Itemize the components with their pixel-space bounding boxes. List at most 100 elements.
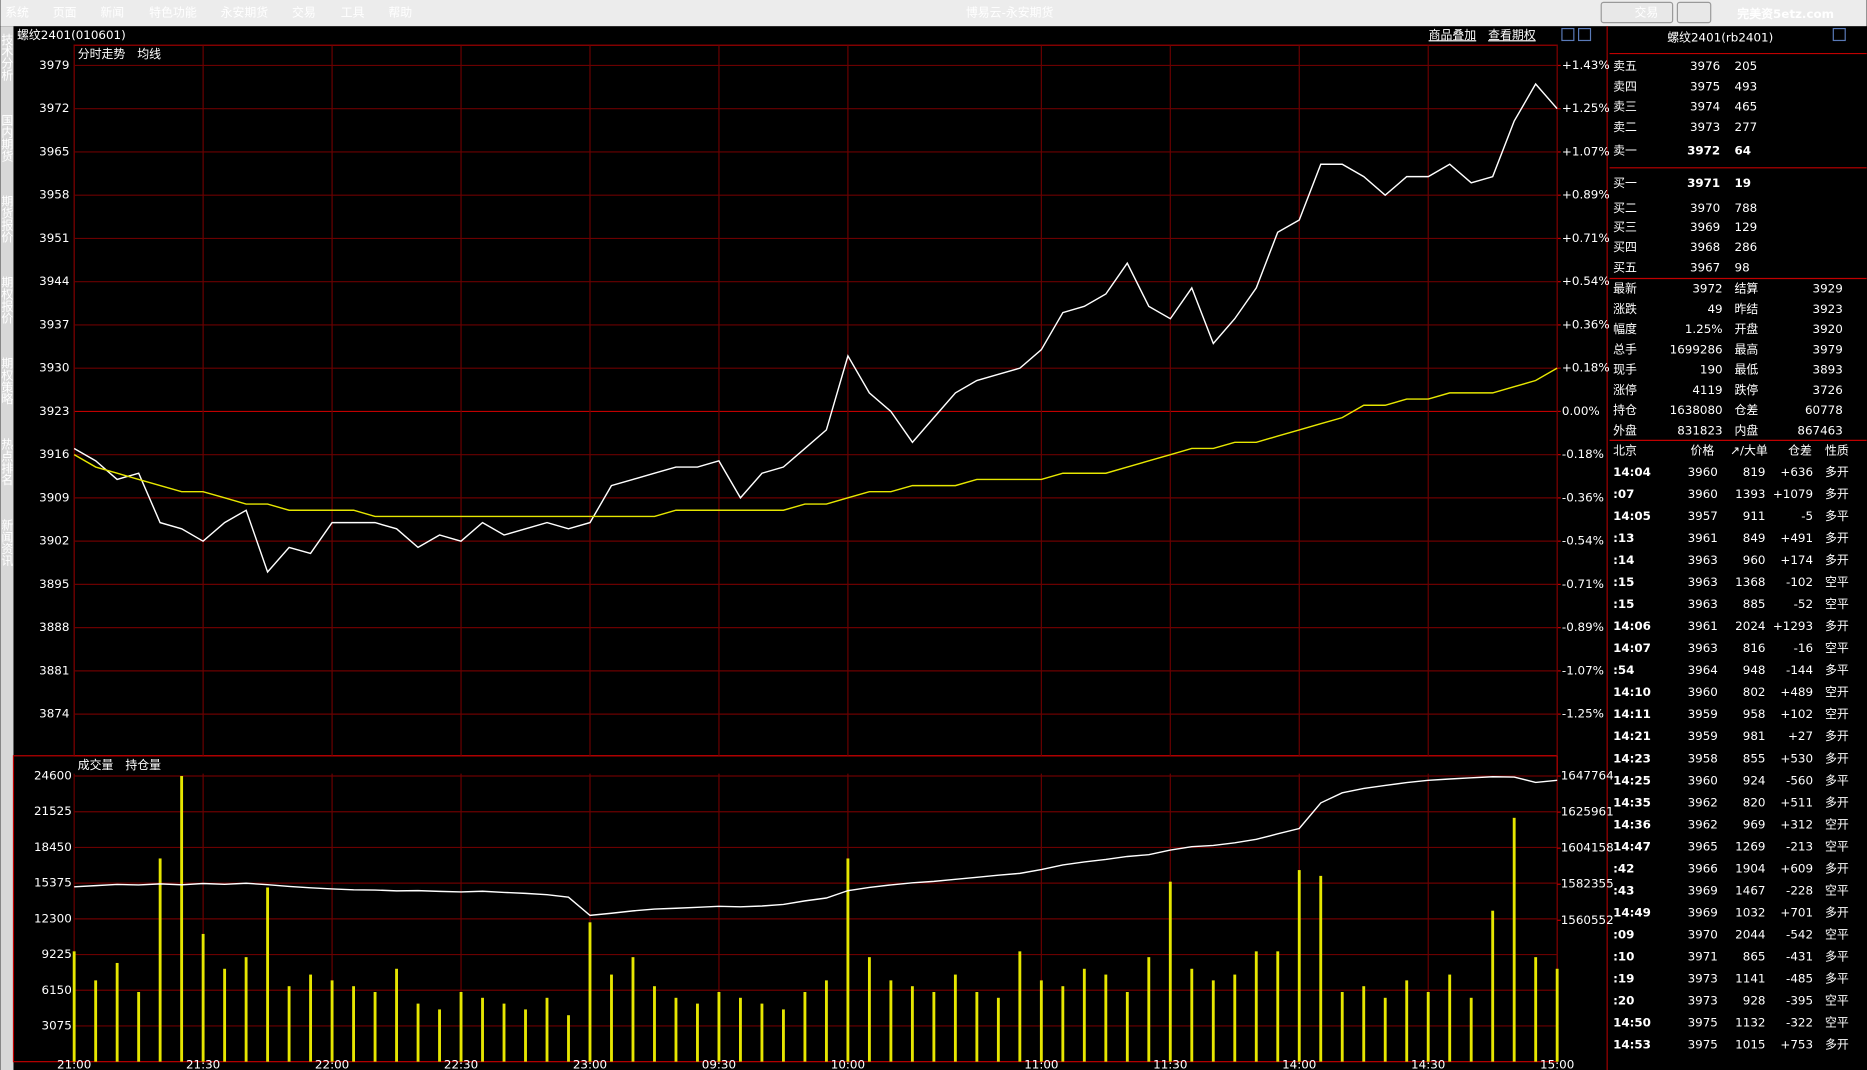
side-tab[interactable]: 期货报价 <box>0 195 14 243</box>
side-tab[interactable]: 国内期货 <box>0 114 14 162</box>
volume-bar <box>1039 980 1043 1062</box>
stat-label: 最低 <box>1735 363 1759 377</box>
ticks-cell: 3969 <box>1688 905 1718 919</box>
menu-item[interactable]: 永安期货 <box>221 6 269 20</box>
menu-item[interactable]: 工具 <box>341 6 365 20</box>
volume-bar <box>1125 991 1129 1062</box>
y-tick-label: 6150 <box>42 983 72 997</box>
menu-item[interactable]: 页面 <box>53 6 77 20</box>
x-tick-label: 15:00 <box>1540 1058 1574 1070</box>
menu-item[interactable]: 新闻 <box>100 6 124 20</box>
chat-button[interactable] <box>1676 1 1712 24</box>
book-label: 买五 <box>1613 260 1637 274</box>
ticks-cell: 3975 <box>1688 1038 1718 1052</box>
y-tick-label: 9225 <box>42 947 72 961</box>
ticks-cell: 3962 <box>1688 795 1718 809</box>
stat-label: 外盘 <box>1613 423 1637 437</box>
volume-bar <box>115 962 119 1062</box>
y2-tick-label: 1560552 <box>1561 913 1614 927</box>
book-price: 3967 <box>1690 260 1720 274</box>
ticks-cell: -485 <box>1786 971 1813 985</box>
y-tick-label: 3937 <box>39 317 69 331</box>
stat-value: 60778 <box>1805 403 1843 417</box>
header-link[interactable]: 商品叠加 <box>1429 28 1477 42</box>
ticks-cell: 3963 <box>1688 575 1718 589</box>
volume-bar <box>1061 986 1065 1062</box>
volume-bar <box>416 1003 420 1062</box>
legend-entry: 均线 <box>137 47 161 61</box>
ticks-cell: 空平 <box>1825 993 1849 1007</box>
side-tab[interactable]: 期权策略 <box>0 357 14 405</box>
y2-tick-label: -0.71% <box>1562 577 1604 591</box>
book-volume: 277 <box>1735 120 1758 134</box>
ticks-cell: -102 <box>1786 575 1813 589</box>
ticks-cell: 3965 <box>1688 839 1718 853</box>
side-tab[interactable]: 热点排名 <box>0 438 14 486</box>
x-tick-label: 11:00 <box>1024 1058 1058 1070</box>
y-tick-label: 3881 <box>39 663 69 677</box>
ticks-cell: -395 <box>1786 993 1813 1007</box>
trade-button-label[interactable]: 交易 <box>1635 6 1659 20</box>
volume-bar <box>137 991 141 1062</box>
side-tab[interactable]: 技术分析 <box>0 33 14 81</box>
volume-bar <box>1469 997 1473 1062</box>
ticks-cell: 14:10 <box>1613 685 1651 699</box>
volume-bar <box>653 986 656 1062</box>
ticks-cell: -213 <box>1786 839 1813 853</box>
ticks-cell: 3963 <box>1688 553 1718 567</box>
ticks-cell: 928 <box>1743 993 1766 1007</box>
trade-button[interactable] <box>1600 1 1674 24</box>
menu-item[interactable]: 帮助 <box>388 6 412 20</box>
y2-tick-label: 1625961 <box>1561 805 1614 819</box>
y2-tick-label: -1.25% <box>1562 707 1604 721</box>
y2-tick-label: 1604158 <box>1561 841 1614 855</box>
volume-bar <box>803 991 807 1062</box>
volume-bar <box>266 887 270 1062</box>
ticks-cell: 3961 <box>1688 619 1718 633</box>
book-price: 3969 <box>1690 220 1720 234</box>
menu-item[interactable]: 交易 <box>292 6 316 20</box>
window-icon[interactable] <box>1561 27 1575 42</box>
ticks-cell: 3961 <box>1688 531 1718 545</box>
ticks-cell: :10 <box>1613 949 1634 963</box>
ticks-cell: 空平 <box>1825 883 1849 897</box>
x-tick-label: 14:00 <box>1282 1058 1316 1070</box>
stat-value: 3929 <box>1813 282 1843 296</box>
ticks-cell: 14:05 <box>1613 509 1651 523</box>
book-volume: 493 <box>1735 79 1758 93</box>
ticks-cell: 3957 <box>1688 509 1718 523</box>
volume-bar <box>717 991 721 1062</box>
ticks-cell: 3969 <box>1688 883 1718 897</box>
side-tab[interactable]: 期权报价 <box>0 276 14 324</box>
volume-bar <box>1512 817 1516 1062</box>
menu-item[interactable]: 系统 <box>5 6 29 20</box>
ticks-cell: +102 <box>1780 707 1813 721</box>
stat-label: 结算 <box>1735 282 1759 296</box>
x-tick-label: 09:30 <box>702 1058 736 1070</box>
ticks-cell: -560 <box>1786 773 1813 787</box>
window-icon[interactable] <box>1577 27 1592 42</box>
volume-bar <box>567 1015 570 1062</box>
window-icon[interactable] <box>1832 27 1846 42</box>
volume-bar <box>910 986 914 1062</box>
ticks-cell: +312 <box>1780 817 1813 831</box>
side-tab[interactable]: 新闻资讯 <box>0 518 14 567</box>
ticks-cell: 1032 <box>1735 905 1765 919</box>
ticks-cell: 14:06 <box>1613 619 1651 633</box>
ticks-cell: 空开 <box>1825 817 1849 831</box>
volume-bar <box>459 991 463 1062</box>
ticks-header: 价格 <box>1690 444 1714 458</box>
ticks-cell: -228 <box>1786 883 1813 897</box>
book-volume: 465 <box>1735 100 1758 114</box>
ticks-cell: 855 <box>1743 751 1766 765</box>
watermark: 完美资5etz.com <box>1737 7 1834 21</box>
menu-item[interactable]: 特色功能 <box>149 6 197 20</box>
volume-bar <box>94 980 98 1062</box>
stat-value: 3893 <box>1813 363 1843 377</box>
average-line <box>73 367 1558 518</box>
ticks-cell: 多平 <box>1825 509 1849 523</box>
stat-label: 仓差 <box>1735 403 1759 417</box>
header-link[interactable]: 查看期权 <box>1488 28 1536 42</box>
